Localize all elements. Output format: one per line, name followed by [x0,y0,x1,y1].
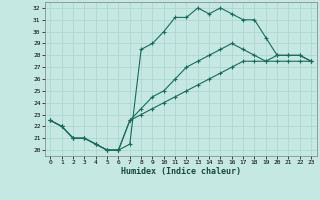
X-axis label: Humidex (Indice chaleur): Humidex (Indice chaleur) [121,167,241,176]
